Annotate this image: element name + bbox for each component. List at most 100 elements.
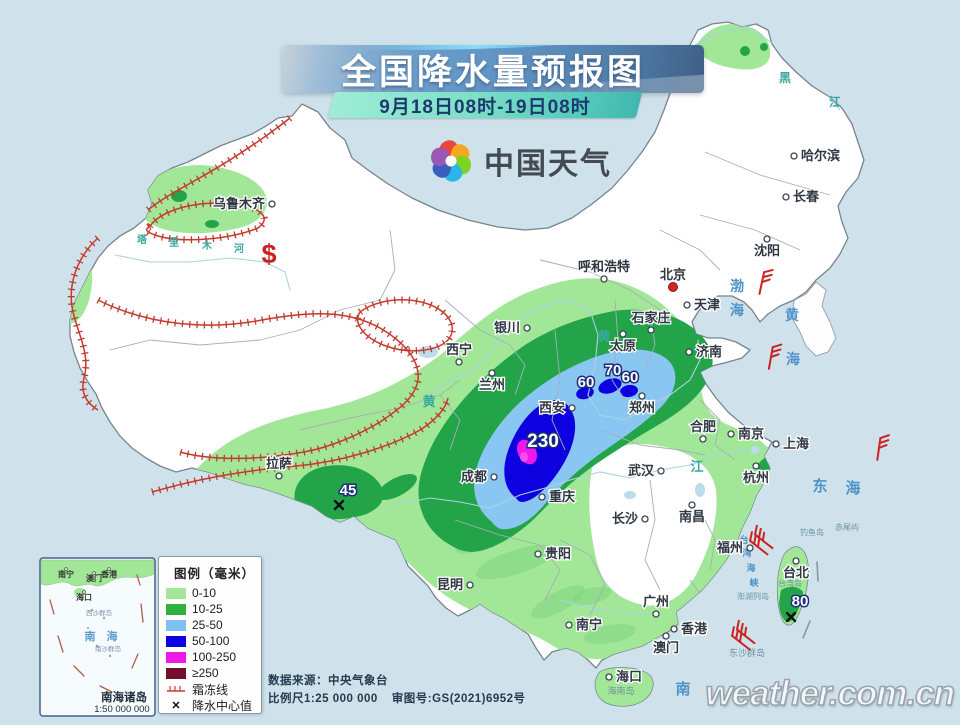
city-marker-西宁: 西宁	[445, 341, 473, 366]
brand-name: 中国天气	[484, 148, 612, 181]
city-marker-石家庄: 石家庄	[629, 309, 672, 334]
title-banner: 全国降水量预报图	[282, 45, 704, 93]
city-marker-上海: 上海	[772, 435, 810, 452]
map-annotations: $	[261, 239, 276, 269]
city-marker-重庆: 重庆	[538, 488, 576, 505]
city-marker-长沙: 长沙	[611, 510, 649, 527]
precip-center-icon: ✕	[171, 700, 181, 712]
inset-island-label: 西沙群岛	[86, 608, 112, 617]
island-label: 赤尾屿	[835, 523, 859, 532]
city-label: 合肥	[690, 419, 716, 434]
city-label: 南昌	[679, 509, 705, 524]
frost-line-segment	[354, 296, 456, 355]
city-marker-武汉: 武汉	[627, 462, 665, 479]
boundary-dash	[802, 620, 811, 639]
city-label: 太原	[609, 338, 636, 353]
legend-range-label: 25-50	[192, 618, 223, 632]
city-marker-郑州: 郑州	[628, 392, 656, 416]
city-label: 福州	[716, 540, 743, 555]
sea-label: 海	[786, 351, 800, 367]
precip-layer-100-250	[516, 439, 538, 465]
city-marker-澳门: 澳门	[652, 632, 680, 656]
precip-center-value: 70	[603, 361, 623, 381]
island-label: 海南岛	[607, 685, 634, 696]
island-label: 钓鱼岛	[800, 527, 824, 537]
inset-island-label: 南沙群岛	[95, 644, 121, 653]
precip-center-value: 45	[333, 481, 358, 511]
city-marker-北京: 北京	[659, 266, 687, 292]
inset-city-label: 香港	[100, 569, 118, 579]
city-marker-天津: 天津	[683, 296, 721, 313]
city-marker-太原: 太原	[608, 330, 637, 354]
sea-label: 海	[845, 479, 860, 497]
wind-barb-icon	[876, 434, 890, 461]
city-marker-台北: 台北	[782, 557, 810, 581]
inset-sea-label: 南 海	[84, 629, 121, 643]
city-label: 西宁	[446, 342, 472, 357]
watermark: weather.com.cn	[705, 673, 956, 714]
city-marker-香港: 香港	[670, 620, 709, 637]
province-borders	[109, 151, 831, 616]
sea-label: 黄	[785, 307, 799, 323]
sea-label: 台	[739, 534, 748, 545]
city-label: 杭州	[743, 470, 769, 485]
frost-line-segment	[145, 115, 293, 213]
sea-label: 湾	[742, 547, 751, 558]
city-marker-南京: 南京	[727, 425, 765, 442]
city-label: 台北	[783, 565, 809, 580]
svg-text:60: 60	[622, 369, 639, 386]
river-label: 塔	[137, 233, 148, 246]
city-label: 海口	[616, 669, 642, 684]
city-marker-呼和浩特: 呼和浩特	[577, 258, 631, 283]
city-label: 哈尔滨	[801, 148, 840, 163]
city-marker-福州: 福州	[715, 539, 754, 556]
city-label: 澳门	[653, 640, 679, 655]
city-marker-乌鲁木齐: 乌鲁木齐	[212, 195, 276, 212]
city-label: 香港	[680, 621, 708, 636]
frost-line-label: 霜冻线	[192, 682, 229, 697]
legend-range-label: 0-10	[192, 586, 217, 600]
city-label: 长沙	[612, 511, 638, 526]
city-label: 西安	[539, 400, 565, 415]
river-label: 江	[829, 94, 841, 109]
city-label: 昆明	[437, 577, 463, 592]
city-marker-长春: 长春	[782, 188, 821, 205]
precip-center-label: 降水中心值	[192, 698, 253, 713]
inset-title: 南海诸岛	[101, 690, 147, 704]
river-label: 黄	[422, 394, 435, 409]
china-weather-logo: 中国天气	[428, 138, 612, 184]
map-credits: 数据来源：中央气象台 比例尺1:25 000 000 审图号:GS(2021)69…	[268, 672, 540, 708]
legend-swatch	[166, 587, 186, 599]
frost-line-segment	[67, 235, 101, 414]
legend-row-frost: 霜冻线	[166, 681, 254, 697]
inset-city-label: 海口	[76, 592, 92, 602]
city-label: 南京	[738, 426, 764, 441]
svg-text:70: 70	[605, 362, 622, 379]
legend-row: 0-10	[166, 585, 254, 601]
river-label: 里	[169, 237, 179, 249]
city-label: 石家庄	[630, 310, 670, 325]
city-marker-海口: 海口	[605, 668, 643, 685]
city-marker-成都: 成都	[460, 468, 498, 485]
city-label: 济南	[696, 344, 722, 359]
island-label: 澎湖列岛	[737, 591, 769, 601]
river-label: 木	[201, 239, 213, 252]
sea-label: 东	[812, 477, 827, 495]
maritime-boundary-dashes	[802, 561, 819, 639]
precip-center-x-icon	[333, 499, 345, 511]
legend-range-label: ≥250	[192, 666, 219, 680]
legend-swatch	[166, 619, 186, 631]
city-marker-合肥: 合肥	[689, 418, 717, 443]
island-label: 台湾岛	[778, 578, 802, 588]
weather-symbol: $	[261, 239, 276, 269]
precipitation-layers	[70, 24, 841, 706]
city-marker-南昌: 南昌	[678, 501, 706, 525]
city-label: 乌鲁木齐	[213, 196, 266, 211]
legend-box: 图例（毫米） 0-10 10-25 25-50 50-100 100-250 ≥250 霜…	[158, 556, 262, 714]
forecast-period: 9月18日08时-19日08时	[379, 96, 591, 118]
korea-landmass	[791, 281, 837, 357]
